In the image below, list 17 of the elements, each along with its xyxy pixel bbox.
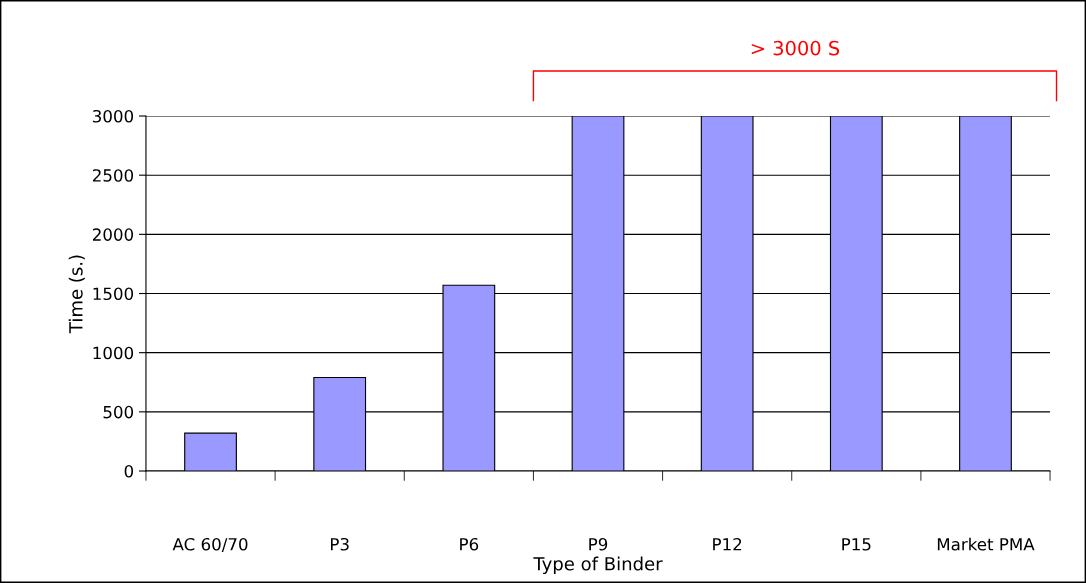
text: > 3000 S [751,40,840,56]
y-tick-label: 3000 [93,109,134,123]
y-tick-label: 1000 [93,346,134,360]
x-tick-label: P15 [842,538,871,551]
x-axis-title: Type of Binder [533,556,663,575]
y-tick-label: 500 [103,405,134,419]
x-tick-label: AC 60/70 [172,537,248,552]
y-tick-label: 2500 [92,169,134,182]
x-tick-label: P6 [460,537,479,551]
x-tick-label: Market PMA [937,537,1035,551]
x-tick-label: P12 [713,537,742,551]
y-tick-label: 1500 [93,287,134,301]
y-axis-title: Time (s.) [68,255,85,334]
y-tick-label: 2000 [92,228,134,241]
x-tick-label: P9 [589,537,608,551]
y-tick-label: 0 [124,464,134,478]
x-tick-label: P3 [331,537,349,551]
